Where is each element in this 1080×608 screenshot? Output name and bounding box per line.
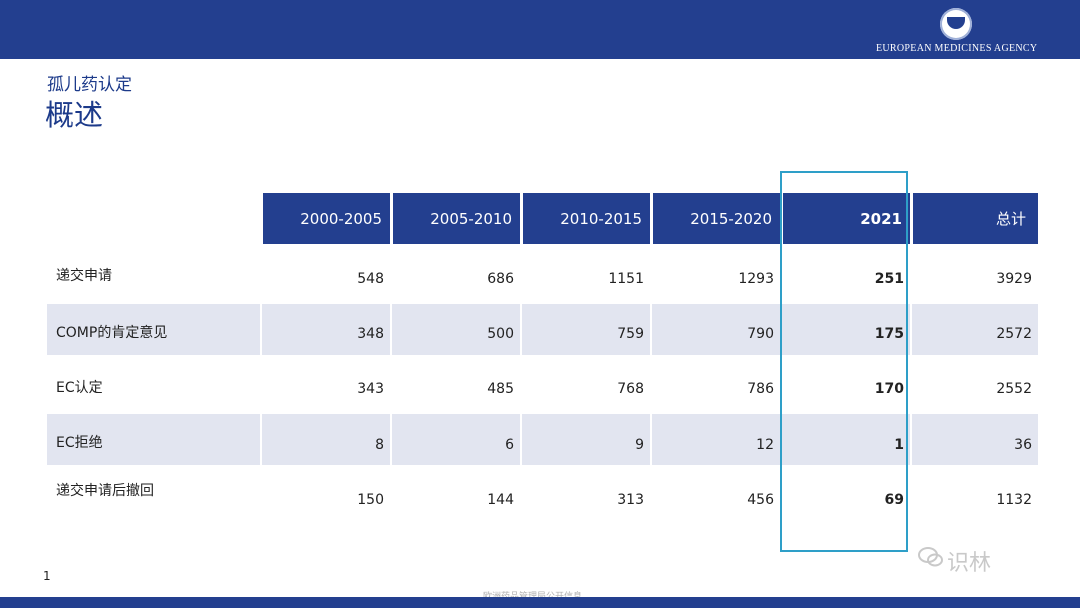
table-cell-highlight: 170 (874, 381, 904, 397)
table-cell: 686 (487, 271, 514, 287)
table-cell: 1293 (738, 271, 774, 287)
table-cell: 786 (747, 381, 774, 397)
table-cell-total: 1132 (996, 492, 1032, 508)
column-header: 2005-2010 (393, 193, 520, 244)
column-header: 2010-2015 (523, 193, 650, 244)
table-cell: 6 (505, 437, 514, 453)
table-cell: 9 (635, 437, 644, 453)
row-shade (47, 304, 260, 355)
table-cell: 485 (487, 381, 514, 397)
page-number: 1 (43, 569, 51, 583)
row-shade (47, 414, 260, 465)
table-cell-total: 2572 (996, 326, 1032, 342)
table-cell: 144 (487, 492, 514, 508)
row-label: EC拒绝 (56, 435, 103, 451)
row-label: COMP的肯定意见 (56, 325, 168, 341)
table-cell-total: 36 (1014, 437, 1032, 453)
column-header: 2000-2005 (263, 193, 390, 244)
table-cell-highlight: 251 (874, 271, 904, 287)
column-header: 2015-2020 (653, 193, 780, 244)
table-cell: 150 (357, 492, 384, 508)
slide-subtitle: 孤儿药认定 (47, 75, 132, 95)
table-cell-total: 2552 (996, 381, 1032, 397)
table-cell: 759 (617, 326, 644, 342)
slide-title: 概述 (45, 98, 104, 132)
table-cell-highlight: 175 (874, 326, 904, 342)
table-cell: 8 (375, 437, 384, 453)
table-cell: 456 (747, 492, 774, 508)
table-cell: 768 (617, 381, 644, 397)
column-header-total: 总计 (913, 193, 1038, 244)
wechat-icon (918, 547, 943, 567)
table-cell: 790 (747, 326, 774, 342)
table-cell: 348 (357, 326, 384, 342)
table-cell-total: 3929 (996, 271, 1032, 287)
watermark-text: 识林 (947, 551, 992, 576)
table-cell-highlight: 69 (884, 492, 904, 508)
table-cell: 548 (357, 271, 384, 287)
row-label: 递交申请后撤回 (56, 483, 154, 499)
row-label: EC认定 (56, 380, 103, 396)
table-cell: 500 (487, 326, 514, 342)
ema-logo-icon (940, 8, 972, 40)
highlight-2021-frame (780, 171, 908, 552)
agency-name: EUROPEAN MEDICINES AGENCY (876, 43, 1038, 54)
table-cell: 12 (756, 437, 774, 453)
table-cell: 343 (357, 381, 384, 397)
bottom-banner (0, 597, 1080, 608)
table-cell: 313 (617, 492, 644, 508)
top-banner (0, 0, 1080, 59)
table-cell: 1151 (608, 271, 644, 287)
column-header-highlight: 2021 (783, 193, 910, 244)
table-cell-highlight: 1 (894, 437, 904, 453)
row-label: 递交申请 (56, 268, 112, 284)
